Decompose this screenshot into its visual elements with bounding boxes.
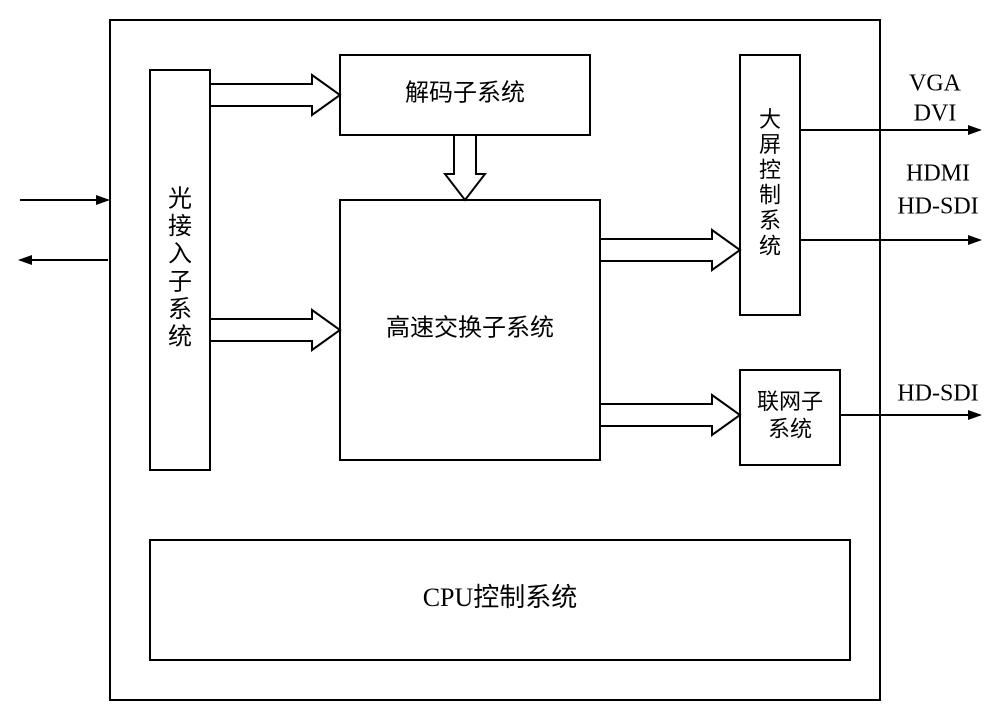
node-label-optical: 子 bbox=[168, 269, 192, 295]
node-bigscreen: 大屏控制系统 bbox=[740, 55, 800, 315]
node-label-bigscreen: 制 bbox=[759, 183, 781, 208]
node-label-bigscreen: 屏 bbox=[759, 132, 781, 157]
node-label-cpu: CPU控制系统 bbox=[423, 583, 578, 612]
diagram-canvas: 光接入子系统解码子系统高速交换子系统大屏控制系统联网子系统CPU控制系统VGAD… bbox=[0, 0, 1000, 715]
node-label-optical: 系 bbox=[168, 296, 192, 323]
node-optical: 光接入子系统 bbox=[150, 70, 210, 470]
node-label-bigscreen: 系 bbox=[759, 208, 781, 233]
node-label-bigscreen: 统 bbox=[759, 233, 781, 258]
node-label-decoder: 解码子系统 bbox=[405, 80, 525, 107]
node-decoder: 解码子系统 bbox=[340, 55, 590, 135]
label-dvi: DVI bbox=[914, 101, 957, 127]
node-label-optical: 接 bbox=[168, 213, 192, 240]
arrow-highspeed-to-bigscreen bbox=[600, 230, 740, 270]
node-label-optical: 光 bbox=[168, 186, 192, 213]
node-label-optical: 入 bbox=[168, 242, 192, 268]
node-label-network: 联网子 bbox=[757, 389, 823, 414]
label-hdsdi2: HD-SDI bbox=[897, 381, 978, 407]
node-label-optical: 统 bbox=[168, 324, 192, 351]
label-hdmi: HDMI bbox=[906, 161, 970, 187]
arrow-decoder-to-highspeed bbox=[445, 135, 485, 200]
node-label-bigscreen: 控 bbox=[759, 157, 781, 182]
arrow-optical-to-highspeed bbox=[210, 310, 340, 350]
node-cpu: CPU控制系统 bbox=[150, 540, 850, 660]
label-vga: VGA bbox=[909, 71, 962, 97]
label-hdsdi1: HD-SDI bbox=[897, 194, 978, 220]
node-label-highspeed: 高速交换子系统 bbox=[386, 315, 554, 342]
node-label-bigscreen: 大 bbox=[759, 107, 781, 132]
node-label-network: 系统 bbox=[768, 416, 812, 441]
arrow-optical-to-decoder bbox=[210, 75, 340, 115]
node-highspeed: 高速交换子系统 bbox=[340, 200, 600, 460]
arrow-highspeed-to-network bbox=[600, 395, 740, 435]
node-network: 联网子系统 bbox=[740, 370, 840, 465]
